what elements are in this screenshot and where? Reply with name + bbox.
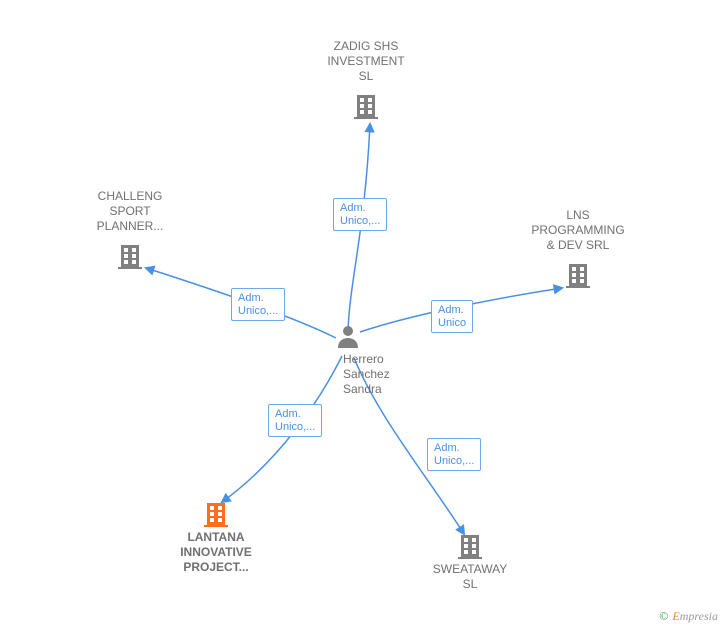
person-icon xyxy=(336,324,360,348)
node-label: SWEATAWAY SL xyxy=(410,562,530,592)
edge-label-sweataway: Adm. Unico,... xyxy=(427,438,481,471)
edge-label-lns: Adm. Unico xyxy=(431,300,473,333)
building-icon xyxy=(352,92,380,120)
watermark: © Empresia xyxy=(659,609,718,624)
node-label: ZADIG SHS INVESTMENT SL xyxy=(306,39,426,84)
edge-label-challeng: Adm. Unico,... xyxy=(231,288,285,321)
node-label: LANTANA INNOVATIVE PROJECT... xyxy=(156,530,276,575)
edge-label-lantana: Adm. Unico,... xyxy=(268,404,322,437)
building-icon xyxy=(456,532,484,560)
node-label: CHALLENG SPORT PLANNER... xyxy=(70,189,190,234)
watermark-brand: Empresia xyxy=(672,609,718,624)
node-label: LNS PROGRAMMING & DEV SRL xyxy=(518,208,638,253)
center-node-label: Herrero Sanchez Sandra xyxy=(343,352,423,397)
building-icon xyxy=(116,242,144,270)
edge-label-zadig: Adm. Unico,... xyxy=(333,198,387,231)
building-icon xyxy=(564,261,592,289)
building-icon xyxy=(202,500,230,528)
copyright-symbol: © xyxy=(659,609,668,624)
